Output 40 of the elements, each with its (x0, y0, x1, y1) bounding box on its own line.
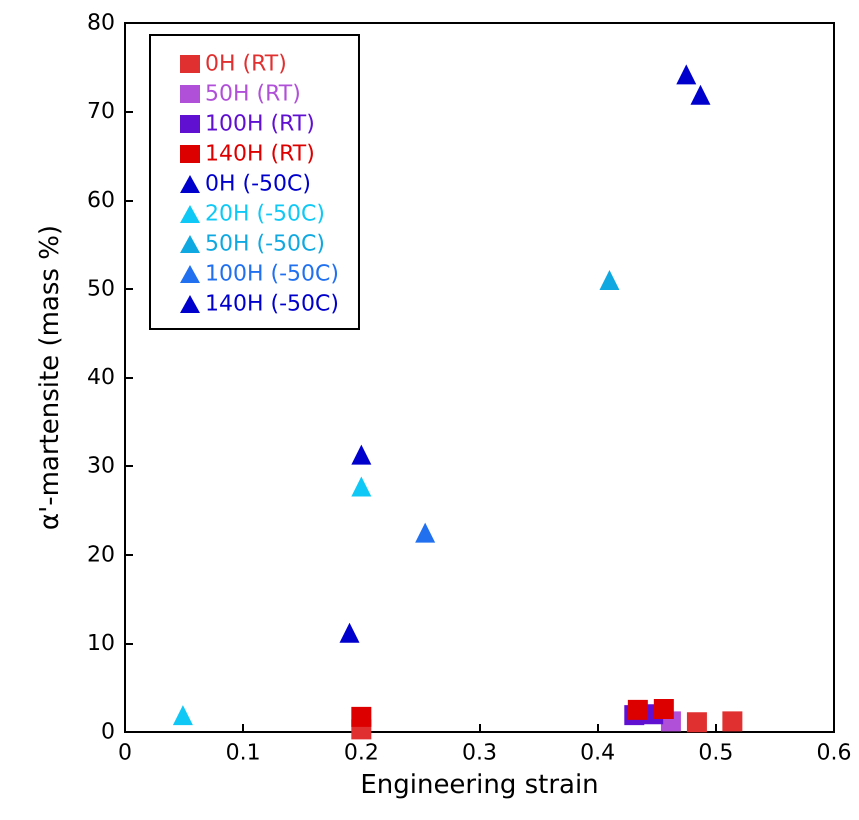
point (654, 698, 674, 719)
y-tick-label: 30 (87, 454, 115, 479)
y-tick-label: 60 (87, 188, 115, 213)
point (172, 705, 193, 726)
point (351, 476, 372, 497)
x-tick-label: 0.4 (580, 740, 616, 766)
x-tick-label: 0.5 (698, 740, 734, 766)
point (340, 622, 360, 643)
y-tick-label: 80 (87, 10, 115, 36)
x-axis-title: Engineering strain (360, 770, 599, 800)
legend-label: 100H (RT) (205, 112, 315, 136)
legend-label: 140H (-50C) (205, 292, 339, 316)
point (722, 711, 742, 732)
y-axis-title: α'-martensite (mass %) (35, 224, 65, 530)
point (351, 706, 372, 727)
y-tick-label: 40 (87, 365, 115, 390)
point (628, 700, 648, 720)
x-tick-label: 0.3 (462, 740, 497, 766)
legend-label: 0H (RT) (205, 52, 287, 76)
x-tick-label: 0 (118, 740, 132, 766)
point (676, 64, 696, 84)
point (686, 712, 707, 732)
legend-label: 20H (-50C) (205, 202, 325, 226)
point (690, 84, 710, 105)
y-tick-label: 20 (87, 542, 115, 568)
legend-label: 0H (-50C) (205, 172, 311, 196)
y-tick-label: 50 (87, 276, 115, 302)
point (415, 522, 436, 543)
y-tick-label: 10 (87, 630, 115, 656)
x-tick-label: 0.6 (816, 740, 852, 766)
point (599, 270, 620, 290)
x-tick-label: 0.2 (344, 740, 379, 766)
legend-label: 50H (RT) (205, 82, 301, 106)
legend-label: 100H (-50C) (205, 262, 339, 286)
point (351, 444, 372, 465)
x-tick-label: 0.1 (226, 740, 261, 766)
legend-label: 140H (RT) (205, 142, 315, 166)
y-tick-label: 0 (101, 720, 115, 744)
legend-label: 50H (-50C) (205, 232, 325, 256)
y-tick-label: 70 (87, 99, 115, 124)
